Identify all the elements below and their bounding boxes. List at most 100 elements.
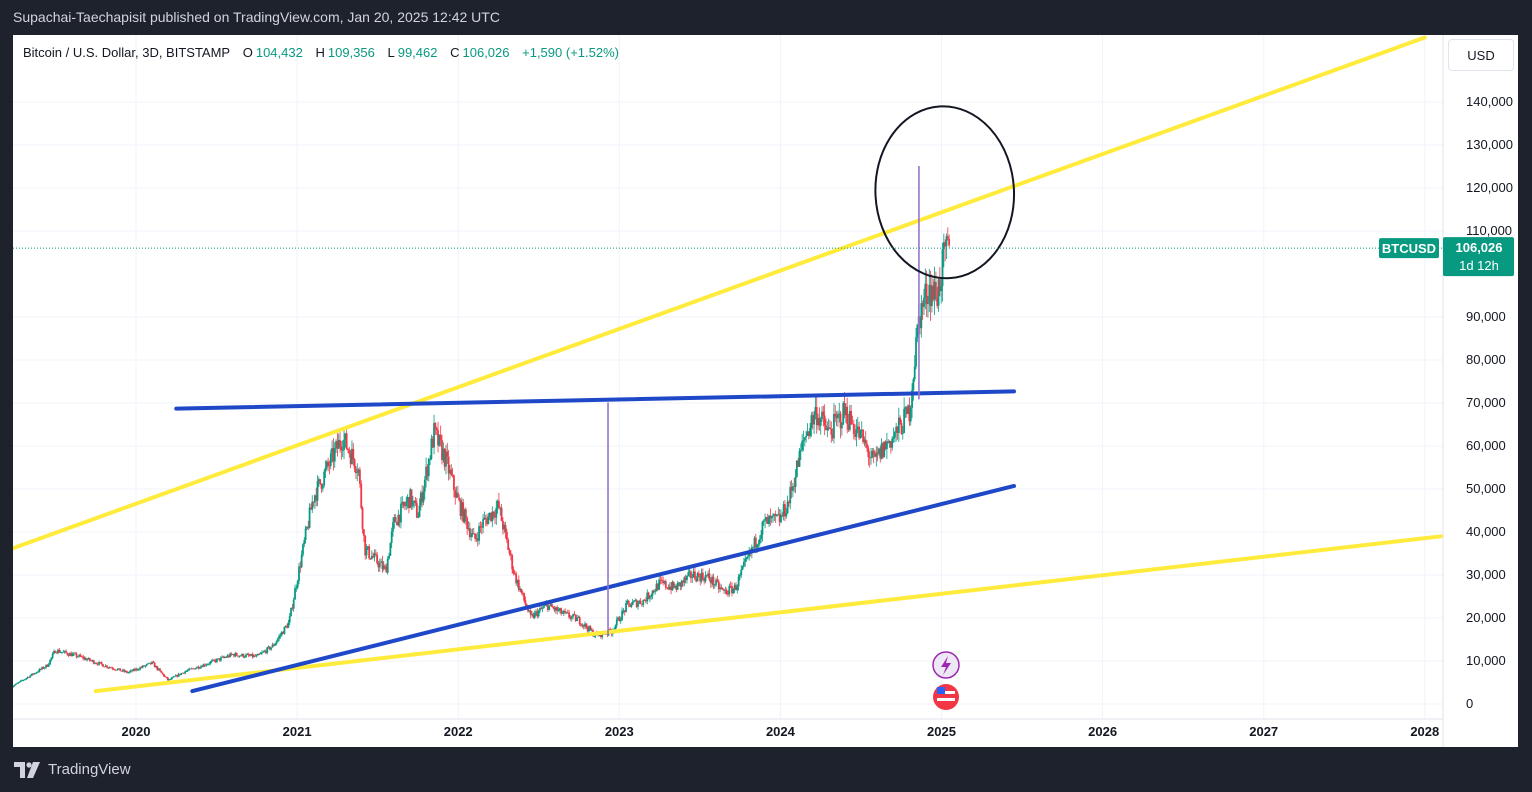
candle-body [446, 451, 449, 457]
candle-body [554, 607, 557, 611]
candle-body [648, 596, 651, 599]
y-tick-label: 40,000 [1466, 524, 1506, 539]
candle-body [776, 514, 778, 516]
candle-body [243, 656, 246, 658]
y-tick-label: 70,000 [1466, 395, 1506, 410]
axes: 0 10,000 20,000 30,000 40,000 50,000 60,000 70,… [13, 35, 1513, 747]
candle-body [699, 575, 702, 582]
candle-body [17, 682, 20, 684]
candle-body [908, 405, 911, 422]
candle-body [226, 655, 229, 658]
candle-body [300, 554, 303, 568]
candle-body [671, 581, 674, 591]
close-label: C [450, 45, 460, 60]
candle-body [875, 452, 878, 457]
candle-body [827, 427, 830, 429]
candle-body [174, 675, 177, 677]
candle-body [161, 672, 164, 675]
candle-body [291, 607, 294, 609]
candle-body [499, 507, 502, 509]
candle-body [108, 667, 111, 669]
candle-body [67, 654, 70, 656]
candle-body [34, 673, 37, 674]
candle-body [112, 668, 115, 670]
candle-body [155, 666, 157, 668]
candle-body [784, 504, 786, 517]
candle-body [720, 587, 723, 589]
candle-body [398, 514, 401, 523]
candle-body [423, 479, 426, 492]
candle-body [864, 439, 867, 444]
candle-body [663, 581, 666, 584]
candle-body [455, 492, 458, 498]
candle-body [840, 424, 843, 429]
candle-body [633, 600, 635, 602]
candle-body [302, 544, 304, 555]
candle-body [180, 673, 183, 675]
grid-lines [13, 35, 1443, 719]
candle-body [679, 582, 682, 587]
candle-body [231, 654, 234, 656]
candle-body [176, 675, 179, 677]
candle-body [690, 571, 692, 578]
candle-body [659, 579, 662, 581]
candle-body [556, 607, 559, 612]
candle-body [279, 635, 282, 637]
candle-body [192, 668, 194, 670]
y-tick-label: 90,000 [1466, 309, 1506, 324]
candle-body [509, 553, 512, 556]
candle-body [768, 515, 770, 525]
candle-body [306, 526, 308, 529]
candle-body [177, 673, 180, 677]
candle-body [872, 450, 875, 455]
candle-body [697, 573, 700, 576]
candle-body [433, 422, 435, 448]
candle-body [205, 664, 208, 666]
candle-body [625, 603, 627, 612]
candle-body [246, 654, 249, 656]
flag-stripe-icon [937, 698, 955, 701]
candle-body [127, 672, 130, 674]
candle-body [675, 586, 678, 590]
candle-body [47, 664, 50, 667]
candle-body [634, 600, 637, 601]
tradingview-brand[interactable]: TradingView [14, 761, 131, 778]
candle-body [282, 632, 285, 634]
candle-body [524, 600, 527, 605]
candle-body [20, 680, 22, 682]
candle-body [284, 625, 287, 627]
candle-body [145, 664, 148, 666]
blue-trendline [190, 483, 1016, 694]
candle-body [235, 653, 238, 656]
high-value: 109,356 [327, 45, 375, 60]
candle-body [435, 428, 438, 431]
chart-frame[interactable]: 0 10,000 20,000 30,000 40,000 50,000 60,000 70,… [13, 35, 1518, 747]
candle-body [453, 475, 455, 491]
candle-body [123, 669, 126, 672]
candle-body [124, 671, 127, 672]
price-chart[interactable]: 0 10,000 20,000 30,000 40,000 50,000 60,000 70,… [13, 35, 1518, 747]
candle-body [272, 644, 275, 646]
candle-body [729, 585, 732, 587]
candle-body [159, 668, 161, 671]
candle-body [942, 242, 945, 250]
candle-body [204, 664, 206, 666]
candle-body [629, 603, 631, 607]
candle-body [617, 617, 620, 620]
candle-body [717, 581, 720, 590]
candle-body [821, 411, 823, 419]
candle-body [116, 669, 119, 671]
candle-body [63, 650, 66, 652]
candle-body [549, 603, 552, 606]
candle-body [298, 566, 300, 582]
lightning-glyph-icon [941, 656, 951, 675]
candle-body [757, 543, 760, 545]
currency-button[interactable]: USD [1448, 39, 1514, 71]
x-tick-label: 2020 [122, 724, 151, 739]
candle-body [674, 586, 676, 588]
candle-body [647, 592, 650, 599]
candle-body [498, 500, 500, 508]
candle-body [14, 683, 17, 686]
candle-body [770, 516, 773, 519]
candle-body [854, 433, 857, 437]
